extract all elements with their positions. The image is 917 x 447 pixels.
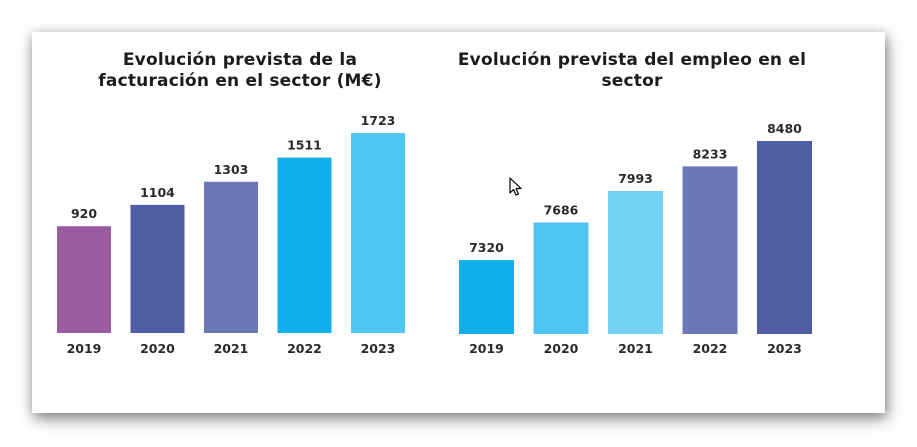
title-line: sector	[601, 71, 663, 91]
bar-2023	[351, 133, 405, 333]
x-tick-label: 2022	[693, 341, 728, 356]
data-label: 1511	[287, 138, 322, 153]
data-label: 920	[71, 206, 97, 221]
x-tick-label: 2019	[67, 341, 102, 356]
data-label: 8480	[767, 121, 802, 136]
chart-title-revenue: Evolución prevista de la facturación en …	[40, 50, 440, 92]
x-tick-label: 2022	[287, 341, 322, 356]
x-tick-label: 2023	[767, 341, 802, 356]
bar-2022	[682, 166, 738, 334]
bar-2019	[459, 260, 514, 334]
x-tick-label: 2019	[469, 341, 504, 356]
bar-2021	[608, 190, 663, 334]
title-line: Evolución prevista del empleo en el	[457, 50, 807, 70]
bar-2020	[533, 222, 589, 334]
bar-2022	[277, 157, 332, 333]
data-label: 7320	[469, 240, 504, 255]
data-label: 8233	[693, 146, 728, 161]
data-label: 7993	[618, 171, 653, 186]
mouse-pointer-icon	[509, 177, 522, 196]
chart-title-employment: Evolución prevista del empleo en el sect…	[432, 50, 832, 92]
x-tick-label: 2020	[544, 341, 579, 356]
x-tick-label: 2021	[214, 341, 249, 356]
x-tick-label: 2021	[618, 341, 653, 356]
title-line: Evolución prevista de la	[122, 50, 358, 70]
x-tick-label: 2020	[140, 341, 175, 356]
bar-2023	[757, 141, 812, 334]
data-label: 1723	[361, 113, 396, 128]
bar-2020	[130, 204, 185, 333]
data-label: 1104	[140, 185, 175, 200]
data-label: 7686	[544, 203, 579, 218]
bar-2019	[57, 226, 111, 333]
data-label: 1303	[214, 162, 249, 177]
title-line: facturación en el sector (M€)	[98, 71, 382, 91]
x-tick-label: 2023	[361, 341, 396, 356]
bar-2021	[204, 181, 258, 333]
